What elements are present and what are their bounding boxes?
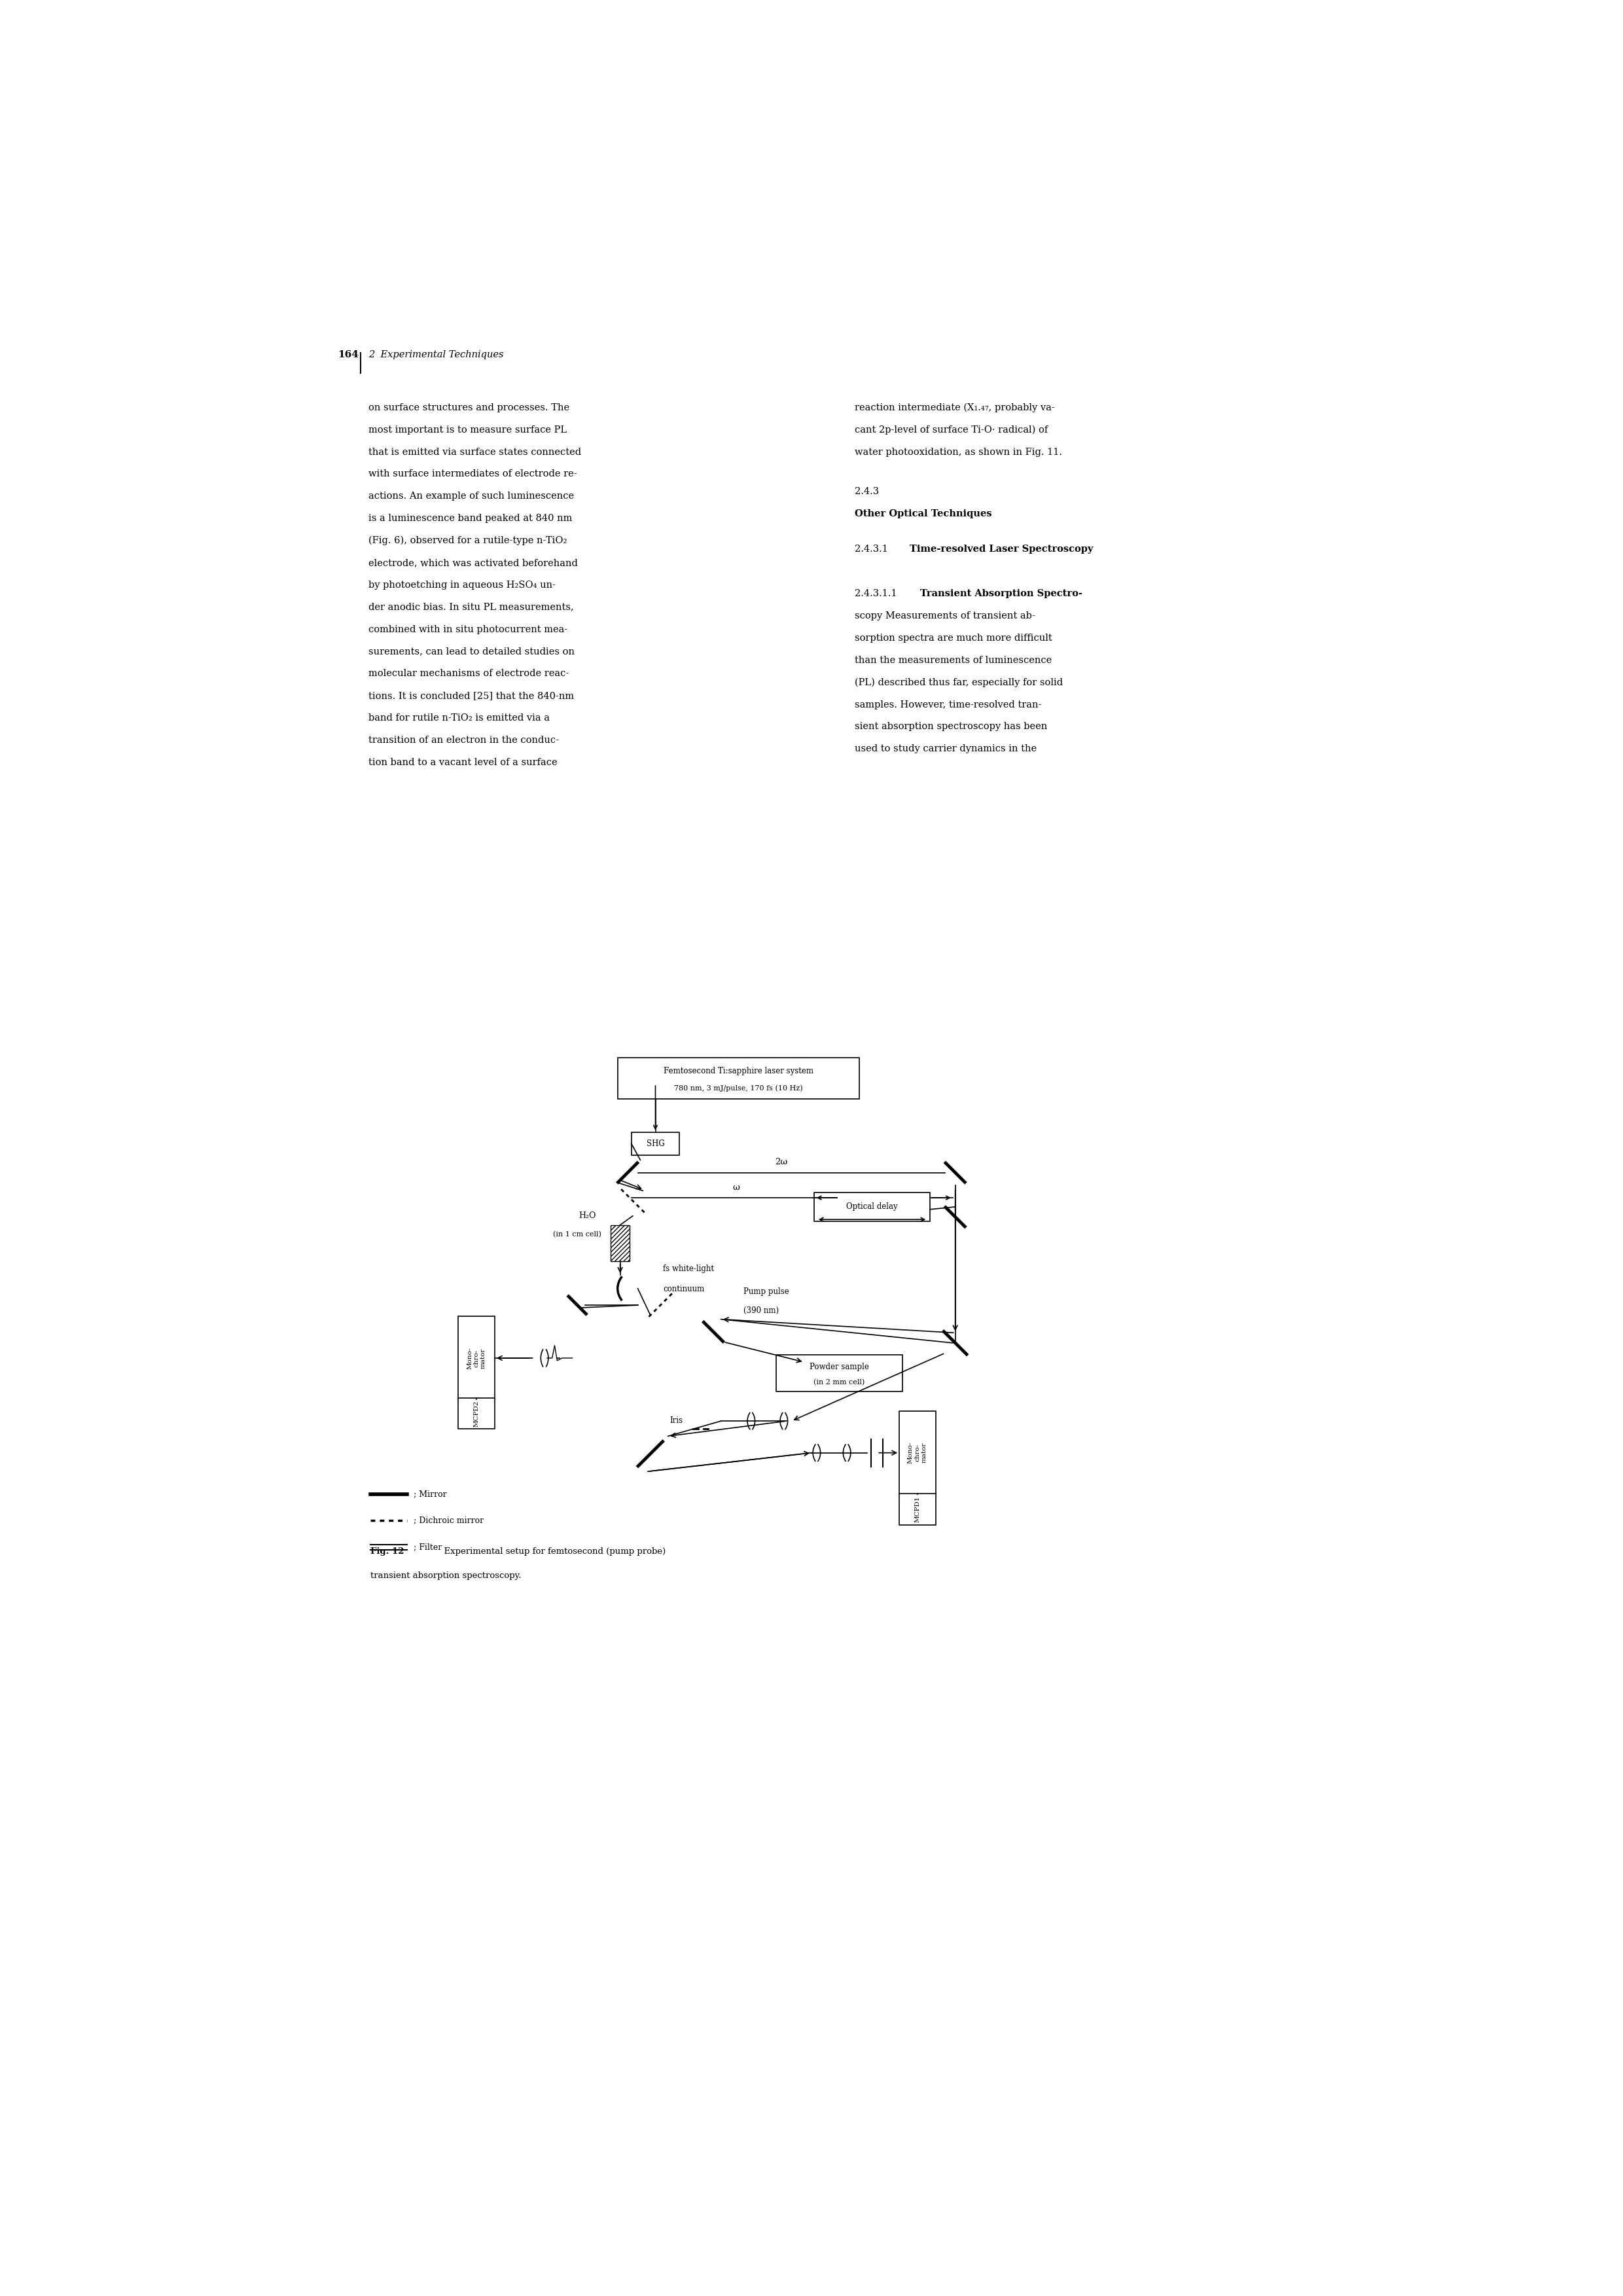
Text: (390 nm): (390 nm) [743,1306,779,1316]
Text: Experimental setup for femtosecond (pump probe): Experimental setup for femtosecond (pump… [438,1548,665,1557]
Bar [899,1412,935,1495]
Text: ; Dichroic mirror: ; Dichroic mirror [414,1515,484,1525]
Text: surements, can lead to detailed studies on: surements, can lead to detailed studies … [368,647,575,657]
Text: that is emitted via surface states connected: that is emitted via surface states conne… [368,448,581,457]
Text: MCPD2: MCPD2 [474,1401,479,1426]
Bar [610,1226,630,1261]
Text: ; Mirror: ; Mirror [414,1490,446,1499]
Text: 2.4.3.1: 2.4.3.1 [854,544,888,553]
Text: transient absorption spectroscopy.: transient absorption spectroscopy. [370,1570,521,1580]
Text: H₂O: H₂O [579,1212,596,1219]
Text: with surface intermediates of electrode re-: with surface intermediates of electrode … [368,471,576,478]
Text: Powder sample: Powder sample [810,1364,868,1371]
Text: molecular mechanisms of electrode reac-: molecular mechanisms of electrode reac- [368,668,568,677]
Text: (in 1 cm cell): (in 1 cm cell) [553,1231,602,1238]
Text: ω: ω [732,1182,740,1192]
Text: tion band to a vacant level of a surface: tion band to a vacant level of a surface [368,758,557,767]
Text: Mono-
chro-
mator: Mono- chro- mator [907,1442,927,1465]
Text: Mono-
chro-
mator: Mono- chro- mator [467,1348,487,1368]
Text: (Fig. 6), observed for a rutile-type n-TiO₂: (Fig. 6), observed for a rutile-type n-T… [368,535,566,546]
Text: sorption spectra are much more difficult: sorption spectra are much more difficult [854,634,1052,643]
Text: 2.4.3: 2.4.3 [854,487,878,496]
Text: reaction intermediate (X₁.₄₇, probably va-: reaction intermediate (X₁.₄₇, probably v… [854,404,1055,413]
Text: Femtosecond Ti:sapphire laser system: Femtosecond Ti:sapphire laser system [664,1068,813,1075]
Bar [631,1132,680,1155]
Text: 780 nm, 3 mJ/pulse, 170 fs (10 Hz): 780 nm, 3 mJ/pulse, 170 fs (10 Hz) [674,1086,803,1093]
Text: 2  Experimental Techniques: 2 Experimental Techniques [368,349,503,358]
Text: most important is to measure surface PL: most important is to measure surface PL [368,425,566,434]
Text: actions. An example of such luminescence: actions. An example of such luminescence [368,491,575,501]
Text: sient absorption spectroscopy has been: sient absorption spectroscopy has been [854,723,1047,732]
Text: than the measurements of luminescence: than the measurements of luminescence [854,657,1052,666]
Text: der anodic bias. In situ PL measurements,: der anodic bias. In situ PL measurements… [368,602,573,611]
Text: Time-resolved Laser Spectroscopy: Time-resolved Laser Spectroscopy [911,544,1094,553]
Bar [618,1058,860,1100]
Text: continuum: continuum [662,1286,704,1293]
Text: electrode, which was activated beforehand: electrode, which was activated beforehan… [368,558,578,567]
Text: 2.4.3.1.1: 2.4.3.1.1 [854,590,898,599]
Bar [815,1192,930,1221]
Text: is a luminescence band peaked at 840 nm: is a luminescence band peaked at 840 nm [368,514,571,523]
Text: Iris: Iris [670,1417,683,1424]
Bar [458,1398,495,1428]
Text: Other Optical Techniques: Other Optical Techniques [854,510,992,519]
Text: (PL) described thus far, especially for solid: (PL) described thus far, especially for … [854,677,1063,687]
Text: SHG: SHG [646,1139,664,1148]
Text: water photooxidation, as shown in Fig. 11.: water photooxidation, as shown in Fig. 1… [854,448,1061,457]
Text: samples. However, time-resolved tran-: samples. However, time-resolved tran- [854,700,1042,709]
Text: 2ω: 2ω [776,1157,787,1166]
Bar [776,1355,902,1391]
Text: tions. It is concluded [25] that the 840-nm: tions. It is concluded [25] that the 840… [368,691,575,700]
Text: by photoetching in aqueous H₂SO₄ un-: by photoetching in aqueous H₂SO₄ un- [368,581,555,590]
Text: band for rutile n-TiO₂ is emitted via a: band for rutile n-TiO₂ is emitted via a [368,714,550,723]
Text: combined with in situ photocurrent mea-: combined with in situ photocurrent mea- [368,625,568,634]
Bar [458,1316,495,1401]
Text: used to study carrier dynamics in the: used to study carrier dynamics in the [854,744,1037,753]
Text: ; Filter: ; Filter [414,1543,441,1552]
Text: Optical delay: Optical delay [846,1203,898,1210]
Text: MCPD1: MCPD1 [914,1497,920,1522]
Bar [899,1495,935,1525]
Text: fs white-light: fs white-light [662,1265,714,1274]
Text: 164: 164 [338,349,359,358]
Text: (in 2 mm cell): (in 2 mm cell) [813,1380,865,1384]
Text: Transient Absorption Spectro-: Transient Absorption Spectro- [920,590,1083,599]
Text: Fig. 12: Fig. 12 [370,1548,404,1557]
Text: Pump pulse: Pump pulse [743,1288,789,1295]
Text: cant 2p-level of surface Ti-O· radical) of: cant 2p-level of surface Ti-O· radical) … [854,425,1048,434]
Text: transition of an electron in the conduc-: transition of an electron in the conduc- [368,735,558,744]
Text: on surface structures and processes. The: on surface structures and processes. The [368,404,570,413]
Text: scopy Measurements of transient ab-: scopy Measurements of transient ab- [854,611,1035,620]
